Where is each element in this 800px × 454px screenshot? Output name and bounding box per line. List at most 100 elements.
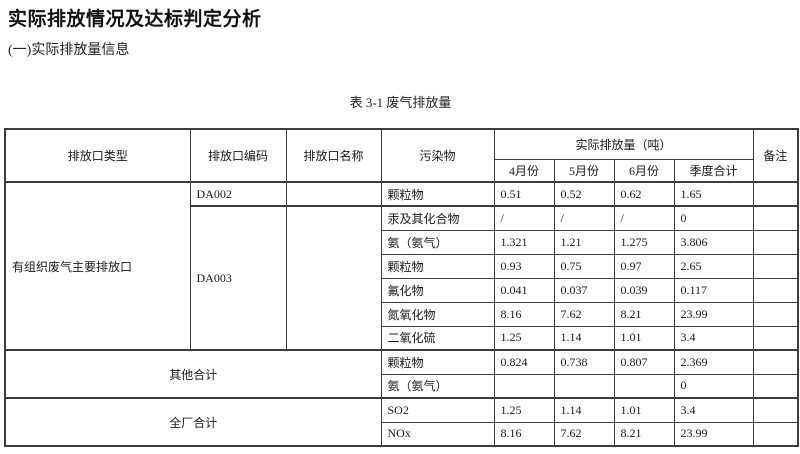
- cell-month-apr: 8.16: [493, 301, 555, 327]
- cell-outlet-name: [285, 181, 382, 207]
- table-row: 有组织废气主要排放口 DA002 颗粒物 0.51 0.52 0.62 1.65: [4, 181, 799, 351]
- table-row: 氮氧化物 8.16 7.62 8.21 23.99: [5, 301, 799, 327]
- emission-table: 排放口类型 排放口编码 排放口名称 污染物 实际排放量（吨） 备注 4月份 5月…: [4, 128, 800, 447]
- col-header-month-jun: 6月份: [613, 158, 675, 183]
- col-header-remark: 备注: [752, 128, 799, 183]
- cell-remark: [752, 373, 799, 399]
- cell-remark: [752, 181, 799, 207]
- cell-month-jun: 8.21: [613, 301, 675, 327]
- cell-month-jun: 0.97: [613, 253, 675, 279]
- cell-remark: [752, 325, 799, 351]
- col-header-actual-emission: 实际排放量（吨）: [493, 128, 754, 160]
- cell-quarter-total: 3.4: [673, 397, 754, 423]
- cell-pollutant: 颗粒物: [380, 349, 495, 375]
- cell-month-jun: 1.275: [613, 229, 675, 255]
- table-row: 颗粒物 0.93 0.75 0.97 2.65: [5, 253, 799, 279]
- cell-remark: [752, 205, 799, 231]
- cell-month-apr: 1.25: [493, 325, 555, 351]
- header-row-1: 排放口类型 排放口编码 排放口名称 污染物 实际排放量（吨） 备注: [4, 128, 799, 183]
- cell-pollutant: 汞及其化合物: [380, 205, 495, 231]
- page-title: 实际排放情况及达标判定分析: [8, 9, 262, 30]
- cell-pollutant: 氮氧化物: [380, 301, 495, 327]
- cell-month-may: /: [553, 205, 615, 231]
- cell-pollutant: 二氧化硫: [380, 325, 495, 351]
- cell-month-may: 0.037: [553, 277, 615, 303]
- cell-pollutant: NOx: [380, 421, 495, 447]
- cell-pollutant: 颗粒物: [380, 181, 495, 207]
- cell-month-jun: 8.21: [613, 421, 675, 447]
- cell-month-may: 1.21: [553, 229, 615, 255]
- col-header-outlet-type: 排放口类型: [4, 128, 191, 183]
- cell-month-apr: 0.51: [493, 181, 555, 207]
- cell-pollutant: SO2: [380, 397, 495, 423]
- col-header-outlet-name: 排放口名称: [285, 128, 382, 183]
- col-header-pollutant: 污染物: [380, 128, 495, 183]
- cell-remark: [752, 397, 799, 423]
- cell-quarter-total: 3.4: [673, 325, 754, 351]
- col-header-quarter-total: 季度合计: [673, 158, 754, 183]
- cell-quarter-total: 23.99: [673, 301, 754, 327]
- cell-month-apr: /: [493, 205, 555, 231]
- col-header-month-may: 5月份: [553, 158, 615, 183]
- cell-pollutant: 颗粒物: [380, 253, 495, 279]
- cell-pollutant: 氨（氨气）: [380, 373, 495, 399]
- cell-month-may: 1.14: [553, 325, 615, 351]
- cell-quarter-total: 0: [673, 373, 754, 399]
- cell-month-apr: [493, 373, 555, 399]
- table-row: 氨（氨气） 0: [5, 373, 799, 399]
- cell-remark: [752, 421, 799, 447]
- table-row: NOx 8.16 7.62 8.21 23.99: [5, 421, 799, 447]
- cell-outlet-type: 有组织废气主要排放口: [4, 181, 191, 351]
- cell-month-apr: 1.25: [493, 397, 555, 423]
- cell-quarter-total: 2.369: [673, 349, 754, 375]
- table-row: 其他合计 颗粒物 0.824 0.738 0.807 2.369: [4, 349, 799, 399]
- cell-month-jun: 0.807: [613, 349, 675, 375]
- cell-month-may: 1.14: [553, 397, 615, 423]
- cell-pollutant: 氨（氨气）: [380, 229, 495, 255]
- cell-month-may: 7.62: [553, 421, 615, 447]
- cell-quarter-total: 0.117: [673, 277, 754, 303]
- cell-month-jun: 0.039: [613, 277, 675, 303]
- cell-quarter-total: 23.99: [673, 421, 754, 447]
- cell-remark: [752, 253, 799, 279]
- cell-quarter-total: 1.65: [673, 181, 754, 207]
- cell-quarter-total: 0: [673, 205, 754, 231]
- cell-month-may: 0.738: [553, 349, 615, 375]
- table-header: 排放口类型 排放口编码 排放口名称 污染物 实际排放量（吨） 备注 4月份 5月…: [4, 128, 799, 183]
- cell-month-apr: 0.824: [493, 349, 555, 375]
- cell-outlet-code: DA003: [189, 205, 287, 351]
- cell-month-jun: [613, 373, 675, 399]
- cell-remark: [752, 301, 799, 327]
- cell-outlet-name: [285, 205, 382, 351]
- header-row-2: 4月份 5月份 6月份 季度合计: [5, 158, 798, 183]
- cell-remark: [752, 349, 799, 375]
- cell-outlet-code: DA002: [189, 181, 287, 207]
- cell-month-apr: 1.321: [493, 229, 555, 255]
- table-row: 全厂合计 SO2 1.25 1.14 1.01 3.4: [4, 397, 799, 447]
- cell-group-label-others: 其他合计: [4, 349, 382, 399]
- table-body: 有组织废气主要排放口 DA002 颗粒物 0.51 0.52 0.62 1.65…: [4, 181, 799, 447]
- cell-month-may: [553, 373, 615, 399]
- table-row: 氨（氨气） 1.321 1.21 1.275 3.806: [5, 229, 799, 255]
- table-caption: 表 3-1 废气排放量: [349, 95, 452, 110]
- cell-month-jun: /: [613, 205, 675, 231]
- cell-remark: [752, 277, 799, 303]
- col-header-outlet-code: 排放口编码: [189, 128, 287, 183]
- cell-month-may: 0.52: [553, 181, 615, 207]
- cell-month-may: 7.62: [553, 301, 615, 327]
- cell-remark: [752, 229, 799, 255]
- cell-month-apr: 0.93: [493, 253, 555, 279]
- cell-month-jun: 0.62: [613, 181, 675, 207]
- col-header-month-apr: 4月份: [493, 158, 555, 183]
- cell-pollutant: 氟化物: [380, 277, 495, 303]
- cell-month-may: 0.75: [553, 253, 615, 279]
- cell-month-jun: 1.01: [613, 325, 675, 351]
- table-row: 氟化物 0.041 0.037 0.039 0.117: [5, 277, 799, 303]
- section-heading: (一)实际排放量信息: [8, 43, 130, 58]
- cell-month-jun: 1.01: [613, 397, 675, 423]
- cell-quarter-total: 2.65: [673, 253, 754, 279]
- cell-month-apr: 0.041: [493, 277, 555, 303]
- cell-quarter-total: 3.806: [673, 229, 754, 255]
- cell-month-apr: 8.16: [493, 421, 555, 447]
